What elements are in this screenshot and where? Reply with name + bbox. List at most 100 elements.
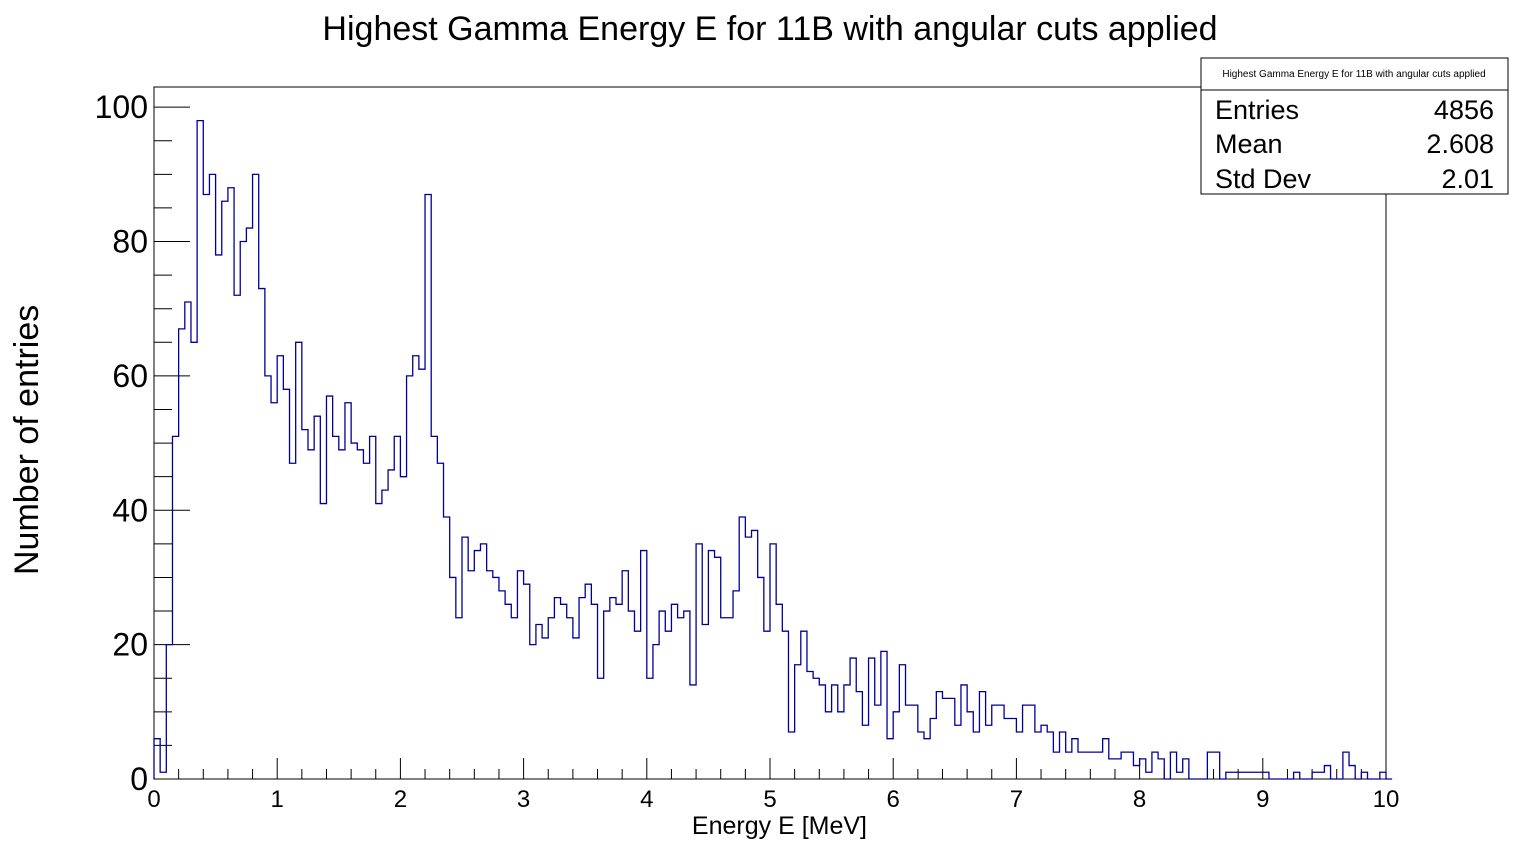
- histogram-bin: [333, 436, 339, 779]
- histogram-bin: [240, 242, 246, 779]
- histogram-bin: [468, 571, 474, 779]
- histogram-bin: [296, 342, 302, 779]
- histogram-bin: [339, 450, 345, 779]
- x-tick-label: 3: [517, 786, 530, 813]
- histogram-bin: [308, 450, 314, 779]
- histogram-bin: [869, 658, 875, 779]
- histogram-bin: [844, 685, 850, 779]
- x-tick-label: 1: [271, 786, 284, 813]
- histogram-bin: [222, 201, 228, 779]
- histogram-bin: [160, 772, 166, 779]
- x-tick-label: 5: [763, 786, 776, 813]
- histogram-bin: [474, 551, 480, 779]
- x-tick-label: 10: [1373, 786, 1400, 813]
- x-axis-ticks: 0 1 2 3 4 5 6 7 8 9 10: [147, 758, 1399, 813]
- histogram-bin: [431, 436, 437, 779]
- histogram-bin: [1177, 772, 1183, 779]
- histogram-bin: [752, 530, 758, 779]
- histogram-bin: [209, 174, 215, 779]
- histogram-bin: [1041, 725, 1047, 779]
- histogram-bin: [653, 645, 659, 779]
- histogram-bin: [739, 517, 745, 779]
- x-tick-label: 6: [887, 786, 900, 813]
- histogram-bin: [1146, 772, 1152, 779]
- histogram-bin: [788, 732, 794, 779]
- histogram-bin: [444, 517, 450, 779]
- histogram-bin: [370, 436, 376, 779]
- histogram-bin: [579, 598, 585, 779]
- histogram-bin: [536, 624, 542, 779]
- x-tick-label: 0: [147, 786, 160, 813]
- histogram-bin: [838, 712, 844, 779]
- x-tick-label: 8: [1133, 786, 1146, 813]
- histogram-bin: [480, 544, 486, 779]
- histogram-bin: [671, 604, 677, 779]
- histogram-bin: [715, 557, 721, 779]
- histogram-bin: [290, 463, 296, 779]
- histogram-bin: [400, 477, 406, 779]
- histogram-bin: [1158, 759, 1164, 779]
- histogram-bin: [1060, 732, 1066, 779]
- histogram-bin: [1072, 739, 1078, 779]
- stats-mean-label: Mean: [1215, 129, 1283, 159]
- histogram-bin: [302, 430, 308, 779]
- histogram-bin: [955, 725, 961, 779]
- histogram-bin: [1029, 705, 1035, 779]
- histogram-bin: [727, 618, 733, 779]
- histogram-bin: [283, 389, 289, 779]
- histogram-bin: [665, 631, 671, 779]
- histogram-bin: [992, 705, 998, 779]
- histogram-bin: [795, 665, 801, 779]
- histogram-bin: [277, 356, 283, 779]
- histogram-bin: [1349, 766, 1355, 779]
- histogram-bin: [733, 591, 739, 779]
- histogram-bin: [1294, 772, 1300, 779]
- histogram-bin: [745, 537, 751, 779]
- histogram-bin: [345, 403, 351, 779]
- histogram-bin: [918, 732, 924, 779]
- histogram-bin: [351, 443, 357, 779]
- histogram-bin: [1152, 752, 1158, 779]
- stats-stddev-label: Std Dev: [1215, 164, 1312, 194]
- histogram-bin: [961, 685, 967, 779]
- histogram-bin: [1121, 752, 1127, 779]
- histogram-bin: [647, 678, 653, 779]
- histogram-bin: [1103, 739, 1109, 779]
- stats-box: Highest Gamma Energy E for 11B with angu…: [1200, 57, 1509, 195]
- histogram-bin: [234, 295, 240, 779]
- histogram-bin: [462, 537, 468, 779]
- histogram-bin: [1263, 772, 1269, 779]
- histogram-bin: [1010, 719, 1016, 779]
- y-tick-label: 60: [112, 358, 148, 394]
- y-tick-label: 0: [130, 761, 148, 797]
- histogram-bin: [906, 705, 912, 779]
- histogram-bin: [1183, 759, 1189, 779]
- histogram-bin: [862, 725, 868, 779]
- y-axis-ticks: 0 20 40 60 80 100: [95, 89, 190, 797]
- histogram-bin: [949, 698, 955, 779]
- histogram-bin: [376, 504, 382, 779]
- histogram-bin: [604, 611, 610, 779]
- histogram-bin: [1312, 772, 1318, 779]
- histogram-bin: [628, 611, 634, 779]
- histogram-bin: [1140, 759, 1146, 779]
- histogram-bin: [499, 591, 505, 779]
- histogram-bin: [825, 712, 831, 779]
- histogram-bin: [1016, 732, 1022, 779]
- histogram-bin: [764, 631, 770, 779]
- histogram-bin: [517, 571, 523, 779]
- histogram-bin: [1324, 766, 1330, 779]
- histogram-bin: [542, 638, 548, 779]
- histogram-bin: [530, 645, 536, 779]
- histogram-bin: [776, 604, 782, 779]
- histogram-bin: [942, 698, 948, 779]
- histogram-bin: [1380, 772, 1386, 779]
- histogram-bin: [1084, 752, 1090, 779]
- histogram-bin: [813, 678, 819, 779]
- stats-box-frame: [1200, 57, 1509, 195]
- histogram-bin: [413, 356, 419, 779]
- histogram-bin: [511, 618, 517, 779]
- histogram-bin: [1238, 772, 1244, 779]
- histogram-bin: [505, 604, 511, 779]
